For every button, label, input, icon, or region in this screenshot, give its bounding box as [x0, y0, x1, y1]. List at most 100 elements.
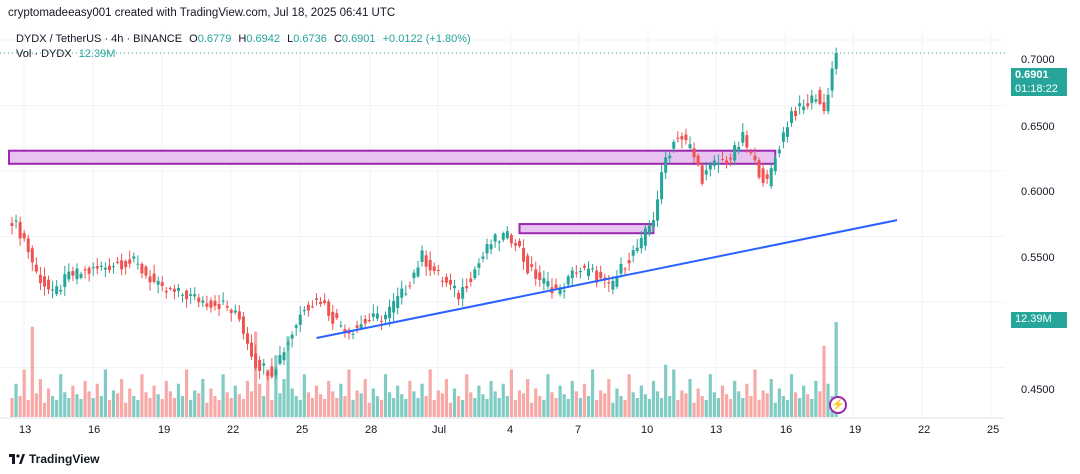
- volume-bar: [603, 393, 607, 417]
- candle-body: [631, 250, 635, 256]
- tradingview-logo[interactable]: TradingView: [9, 452, 99, 466]
- volume-bar: [359, 393, 363, 417]
- candle-body: [806, 103, 810, 107]
- candle-body: [566, 276, 570, 285]
- volume-bar: [10, 398, 14, 417]
- time-tick: 22: [227, 424, 240, 436]
- volume-bar: [51, 396, 55, 417]
- candle-body: [172, 288, 176, 292]
- volume-bar: [733, 380, 737, 417]
- volume-bar: [221, 374, 225, 417]
- volume-bar: [103, 369, 107, 417]
- candle-body: [611, 281, 615, 290]
- volume-bar: [643, 394, 647, 417]
- candle-body: [477, 263, 481, 268]
- candle-body: [518, 240, 521, 247]
- volume-bar: [708, 374, 712, 417]
- candle-body: [802, 106, 806, 111]
- lightning-icon[interactable]: ⚡: [829, 396, 847, 414]
- price-zone: [8, 149, 777, 165]
- volume-bar: [554, 398, 558, 417]
- candle-body: [684, 134, 688, 141]
- time-tick: Jul: [432, 424, 447, 436]
- tradingview-logo-icon: [9, 454, 25, 464]
- volume-bar: [834, 322, 838, 417]
- candle-body: [245, 333, 249, 344]
- candle-body: [205, 303, 209, 307]
- volume-bar: [115, 393, 120, 417]
- candle-body: [465, 286, 469, 289]
- volume-bar: [367, 402, 371, 417]
- volume-bar: [676, 399, 680, 417]
- volume-bar: [404, 398, 408, 417]
- candle-body: [95, 266, 99, 269]
- volume-bar: [387, 392, 392, 417]
- candle-body: [51, 289, 55, 291]
- volume-bar: [737, 391, 741, 417]
- volume-bar: [773, 402, 777, 417]
- candle-body: [574, 272, 578, 274]
- volume-bar: [534, 388, 538, 417]
- candle-body: [647, 225, 651, 234]
- candle-body: [258, 359, 262, 372]
- time-tick: 28: [365, 424, 378, 436]
- time-tick: 4: [507, 424, 514, 436]
- volume-bar: [749, 396, 753, 417]
- candle-body: [237, 311, 241, 320]
- candle-body: [444, 276, 448, 283]
- candle-body: [489, 244, 493, 250]
- candlestick-series: [10, 47, 838, 381]
- candle-body: [676, 137, 680, 139]
- volume-label[interactable]: Vol · DYDX: [16, 48, 72, 60]
- volume-bar: [590, 369, 595, 417]
- low-label: L: [287, 33, 294, 45]
- volume-bar: [124, 402, 128, 417]
- volume-bar: [172, 398, 176, 417]
- volume-bar: [205, 402, 209, 417]
- candle-body: [38, 274, 42, 284]
- volume-bar: [526, 379, 530, 417]
- candle-body: [737, 146, 741, 152]
- volume-bar: [375, 396, 379, 417]
- volume-bar: [412, 391, 416, 417]
- volume-bar: [444, 379, 449, 417]
- volume-bar: [266, 369, 270, 417]
- candle-body: [140, 263, 144, 274]
- candle-body: [209, 300, 213, 308]
- candle-body: [290, 334, 294, 339]
- price-tick: 0.7000: [1021, 54, 1055, 66]
- symbol-name[interactable]: DYDX / TetherUS · 4h · BINANCE: [16, 33, 183, 45]
- volume-bar: [578, 398, 582, 417]
- volume-bar: [213, 396, 217, 417]
- candle-body: [627, 260, 631, 264]
- candle-body: [331, 311, 335, 324]
- volume-bar: [71, 385, 75, 417]
- candle-body: [481, 256, 485, 259]
- volume-bar: [396, 385, 400, 417]
- volume-bar: [363, 379, 367, 417]
- volume-bar: [249, 391, 254, 417]
- volume-bar: [323, 398, 327, 417]
- volume-bar: [351, 399, 355, 417]
- candle-body: [388, 306, 392, 319]
- candle-body: [323, 300, 327, 303]
- volume-bar: [355, 390, 359, 417]
- candle-body: [201, 300, 205, 303]
- volume-bar: [144, 392, 148, 417]
- candle-body: [582, 265, 586, 268]
- candle-body: [160, 282, 164, 287]
- volume-bar: [209, 388, 213, 417]
- candle-body: [721, 158, 724, 160]
- time-tick: 13: [710, 424, 723, 436]
- candle-body: [103, 267, 107, 270]
- candle-body: [30, 248, 34, 263]
- volume-bar: [18, 396, 22, 417]
- volume-bar: [440, 393, 444, 417]
- candle-body: [562, 290, 566, 292]
- candle-body: [578, 271, 582, 273]
- volume-bar: [46, 388, 51, 417]
- candle-body: [197, 297, 201, 303]
- volume-bar: [814, 380, 818, 417]
- volume-bar: [684, 393, 688, 417]
